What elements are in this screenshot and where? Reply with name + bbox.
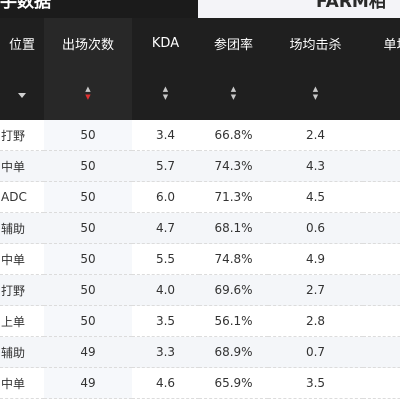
kills-cell: 0.7 (268, 336, 363, 368)
kda-cell: 4.7 (132, 212, 199, 244)
col-header-position[interactable]: 位置 (0, 18, 44, 68)
position-cell: 中单 (0, 243, 44, 275)
position-cell: 中单 (0, 367, 44, 399)
games-cell: 50 (44, 120, 132, 151)
sort-icon[interactable]: ▲ ▼ (230, 85, 237, 101)
position-cell: 辅助 (0, 336, 44, 368)
sort-icon[interactable]: ▲ ▼ (162, 85, 169, 101)
stats-table: 位置 出场次数 KDA 参团率 场均击杀 单场 ▲▼ ▲▼ ▲▼ ▲▼ 打野 5… (0, 18, 400, 399)
kills-cell: 3.5 (268, 367, 363, 399)
col-header-games[interactable]: 出场次数 (44, 18, 132, 68)
col-header-avg-kills[interactable]: 场均击杀 (268, 18, 363, 68)
kp-cell: 65.9% (199, 367, 268, 399)
kp-cell: 69.6% (199, 274, 268, 306)
sort-icon[interactable]: ▲ ▼ (312, 85, 319, 101)
col-header-kda[interactable]: KDA (132, 18, 199, 68)
position-cell: 打野 (0, 274, 44, 306)
kp-cell: 71.3% (199, 181, 268, 213)
position-cell: 上单 (0, 305, 44, 337)
table-row[interactable]: ADC 50 6.0 71.3% 4.5 (0, 181, 400, 213)
kills-cell: 2.8 (268, 305, 363, 337)
kp-cell: 68.1% (199, 212, 268, 244)
side-panel-title: FARM相 (316, 0, 386, 12)
page-banner: 手数据 FARM相 (0, 0, 400, 18)
table-row[interactable]: 中单 49 4.6 65.9% 3.5 (0, 367, 400, 399)
table-row[interactable]: 上单 50 3.5 56.1% 2.8 (0, 305, 400, 337)
kp-cell: 74.3% (199, 150, 268, 182)
table-row[interactable]: 辅助 49 3.3 68.9% 0.7 (0, 336, 400, 368)
kills-cell: 0.6 (268, 212, 363, 244)
kda-cell: 5.5 (132, 243, 199, 275)
table-row[interactable]: 辅助 50 4.7 68.1% 0.6 (0, 212, 400, 244)
kda-cell: 5.7 (132, 150, 199, 182)
kda-cell: 3.3 (132, 336, 199, 368)
side-panel-header: FARM相 (198, 0, 400, 18)
kda-cell: 6.0 (132, 181, 199, 213)
kda-cell: 4.6 (132, 367, 199, 399)
sort-active-icon[interactable]: ▲ ▼ (85, 85, 91, 101)
kills-cell: 4.5 (268, 181, 363, 213)
position-cell: ADC (0, 181, 44, 213)
section-title: 手数据 (0, 0, 51, 12)
filter-icon[interactable] (18, 92, 26, 98)
kp-cell: 66.8% (199, 120, 268, 151)
table-row[interactable]: 中单 50 5.5 74.8% 4.9 (0, 243, 400, 275)
games-cell: 50 (44, 305, 132, 337)
kp-cell: 68.9% (199, 336, 268, 368)
games-cell: 50 (44, 274, 132, 306)
games-cell: 50 (44, 181, 132, 213)
games-cell: 50 (44, 212, 132, 244)
col-header-kill-participation[interactable]: 参团率 (199, 18, 268, 68)
table-row[interactable]: 打野 50 3.4 66.8% 2.4 (0, 120, 400, 151)
games-cell: 50 (44, 150, 132, 182)
kills-cell: 4.3 (268, 150, 363, 182)
kp-cell: 56.1% (199, 305, 268, 337)
table-row[interactable]: 打野 50 4.0 69.6% 2.7 (0, 274, 400, 306)
kills-cell: 2.7 (268, 274, 363, 306)
kills-cell: 4.9 (268, 243, 363, 275)
kda-cell: 3.4 (132, 120, 199, 151)
games-cell: 49 (44, 367, 132, 399)
games-cell: 49 (44, 336, 132, 368)
kp-cell: 74.8% (199, 243, 268, 275)
kda-cell: 4.0 (132, 274, 199, 306)
position-cell: 打野 (0, 120, 44, 151)
games-cell: 50 (44, 243, 132, 275)
position-cell: 辅助 (0, 212, 44, 244)
kda-cell: 3.5 (132, 305, 199, 337)
table-row[interactable]: 中单 50 5.7 74.3% 4.3 (0, 150, 400, 182)
position-cell: 中单 (0, 150, 44, 182)
kills-cell: 2.4 (268, 120, 363, 151)
col-header-single-game[interactable]: 单场 (363, 18, 400, 68)
